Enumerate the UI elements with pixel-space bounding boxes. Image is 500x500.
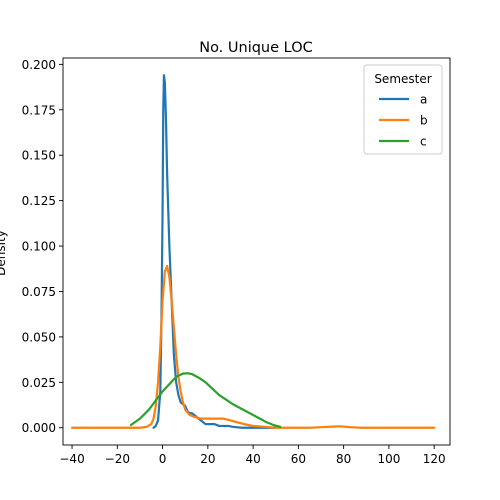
y-tick-label: 0.150 [22,149,56,163]
series-line-a [152,74,277,429]
x-tick-label: −20 [105,452,130,466]
x-tick-label: 0 [159,452,167,466]
x-tick-label: 60 [291,452,306,466]
legend-label-b: b [420,114,428,128]
series-layer [70,74,436,429]
legend: Semester abc [363,64,443,155]
legend-box [363,64,443,155]
y-tick-label: 0.075 [22,285,56,299]
x-tick-label: 80 [336,452,351,466]
x-tick-label: 120 [423,452,446,466]
x-tick-label: 40 [245,452,260,466]
y-tick-label: 0.100 [22,240,56,254]
legend-entries: abc [379,93,428,149]
x-axis: −40 −20 0 20 40 60 80 100 120 [59,445,446,466]
legend-title: Semester [374,72,431,86]
series-line-b [70,264,436,429]
chart-title: No. Unique LOC [199,40,313,56]
y-axis: 0.000 0.025 0.050 0.075 0.100 0.125 0.150 0.175… [22,58,63,435]
y-tick-label: 0.175 [22,103,56,117]
series-line-c [129,372,282,428]
y-tick-label: 0.050 [22,330,56,344]
legend-label-c: c [420,135,427,149]
y-tick-label: 0.125 [22,194,56,208]
legend-label-a: a [420,93,427,107]
y-tick-label: 0.200 [22,58,56,72]
y-tick-label: 0.025 [22,376,56,390]
x-tick-label: 20 [200,452,215,466]
x-tick-label: −40 [59,452,84,466]
y-tick-label: 0.000 [22,421,56,435]
x-tick-label: 100 [377,452,400,466]
y-axis-label: Density [0,230,8,276]
plot-frame [62,57,451,446]
